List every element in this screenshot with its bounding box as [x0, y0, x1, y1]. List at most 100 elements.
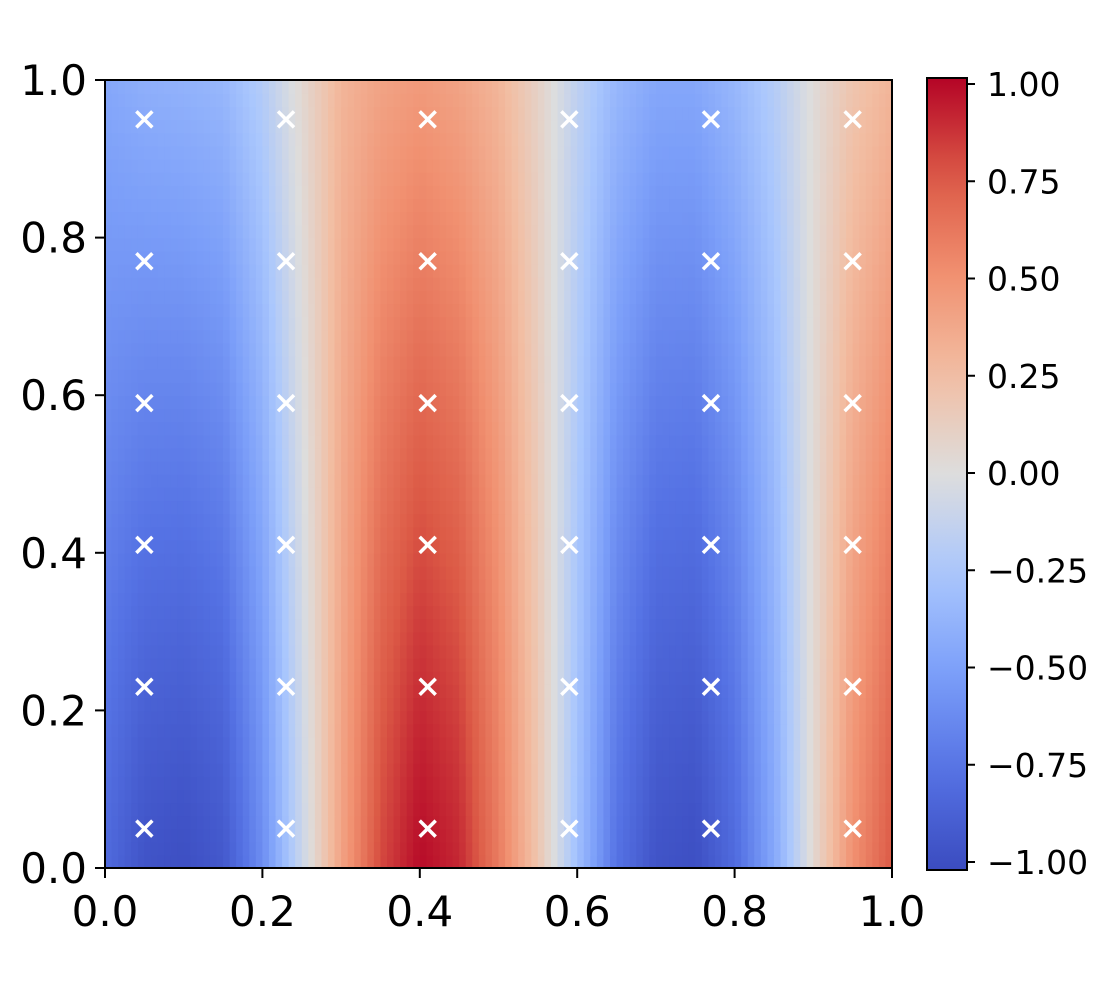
heatmap-cell	[596, 854, 605, 868]
heatmap-cell	[485, 579, 493, 593]
heatmap-cell	[190, 447, 198, 462]
heatmap-cell	[721, 395, 729, 410]
heatmap-cell	[249, 316, 257, 331]
heatmap-cell	[380, 474, 388, 488]
heatmap-cell	[734, 329, 742, 344]
heatmap-cell	[373, 657, 382, 672]
heatmap-cell	[170, 657, 178, 672]
heatmap-cell	[583, 500, 592, 515]
heatmap-cell	[203, 684, 211, 699]
heatmap-cell	[675, 565, 683, 580]
heatmap-cell	[832, 644, 841, 659]
heatmap-cell	[550, 500, 559, 515]
heatmap-cell	[662, 395, 670, 410]
heatmap-cell	[708, 342, 716, 357]
heatmap-cell	[216, 657, 224, 672]
heatmap-cell	[459, 539, 467, 554]
heatmap-cell	[354, 841, 362, 856]
heatmap-cell	[472, 447, 480, 462]
heatmap-cell	[518, 854, 526, 868]
heatmap-cell	[590, 368, 598, 383]
heatmap-cell	[839, 579, 847, 593]
heatmap-cell	[518, 355, 526, 370]
heatmap-cell	[655, 776, 664, 790]
heatmap-cell	[518, 447, 526, 462]
heatmap-cell	[636, 789, 644, 804]
heatmap-cell	[557, 513, 565, 528]
heatmap-cell	[708, 657, 716, 672]
heatmap-cell	[341, 828, 349, 843]
heatmap-cell	[583, 513, 592, 528]
heatmap-cell	[524, 723, 533, 738]
heatmap-cell	[583, 723, 592, 738]
heatmap-cell	[131, 854, 139, 868]
heatmap-cell	[537, 854, 546, 868]
heatmap-cell	[524, 513, 533, 528]
heatmap-cell	[393, 434, 401, 449]
heatmap-cell	[354, 355, 362, 370]
heatmap-cell	[728, 329, 736, 344]
heatmap-cell	[636, 684, 644, 699]
heatmap-cell	[708, 684, 716, 699]
heatmap-cell	[459, 513, 467, 528]
heatmap-cell	[400, 802, 408, 817]
heatmap-cell	[662, 434, 670, 449]
heatmap-cell	[596, 592, 605, 607]
heatmap-cell	[360, 316, 369, 331]
heatmap-cell	[695, 815, 703, 830]
heatmap-cell	[669, 749, 677, 764]
heatmap-cell	[491, 500, 500, 515]
heatmap-cell	[478, 552, 487, 567]
heatmap-cell	[236, 854, 244, 868]
heatmap-cell	[380, 316, 388, 331]
heatmap-cell	[190, 487, 198, 502]
heatmap-cell	[570, 736, 578, 751]
heatmap-cell	[262, 684, 270, 699]
heatmap-cell	[865, 723, 874, 738]
heatmap-cell	[550, 828, 559, 843]
heatmap-cell	[314, 789, 323, 804]
heatmap-cell	[682, 513, 690, 528]
heatmap-cell	[360, 776, 369, 790]
heatmap-cell	[669, 684, 677, 699]
heatmap-cell	[655, 526, 664, 541]
heatmap-cell	[570, 605, 578, 620]
heatmap-cell	[636, 421, 644, 436]
heatmap-cell	[354, 329, 362, 344]
heatmap-cell	[701, 605, 710, 620]
heatmap-cell	[511, 408, 519, 423]
heatmap-cell	[721, 671, 729, 685]
heatmap-cell	[708, 671, 716, 685]
heatmap-cell	[183, 382, 192, 396]
heatmap-cell	[209, 526, 218, 541]
heatmap-cell	[649, 513, 657, 528]
heatmap-cell	[347, 500, 356, 515]
heatmap-cell	[452, 605, 460, 620]
heatmap-cell	[183, 828, 192, 843]
heatmap-cell	[360, 841, 369, 856]
heatmap-cell	[137, 815, 146, 830]
heatmap-cell	[498, 854, 506, 868]
heatmap-cell	[800, 723, 808, 738]
heatmap-cell	[623, 841, 631, 856]
heatmap-cell	[465, 657, 474, 672]
heatmap-cell	[203, 657, 211, 672]
heatmap-cell	[721, 460, 729, 475]
heatmap-cell	[636, 342, 644, 357]
heatmap-cell	[406, 474, 415, 488]
heatmap-cell	[347, 776, 356, 790]
heatmap-cell	[327, 355, 336, 370]
heatmap-cell	[295, 513, 303, 528]
heatmap-cell	[806, 697, 815, 712]
heatmap-cell	[767, 421, 775, 436]
heatmap-cell	[688, 513, 697, 528]
heatmap-cell	[682, 552, 690, 567]
heatmap-cell	[629, 487, 638, 502]
heatmap-cell	[209, 631, 218, 646]
heatmap-cell	[439, 749, 447, 764]
heatmap-cell	[275, 657, 283, 672]
heatmap-cell	[865, 657, 874, 672]
heatmap-cell	[485, 684, 493, 699]
heatmap-cell	[373, 579, 382, 593]
heatmap-cell	[150, 776, 159, 790]
